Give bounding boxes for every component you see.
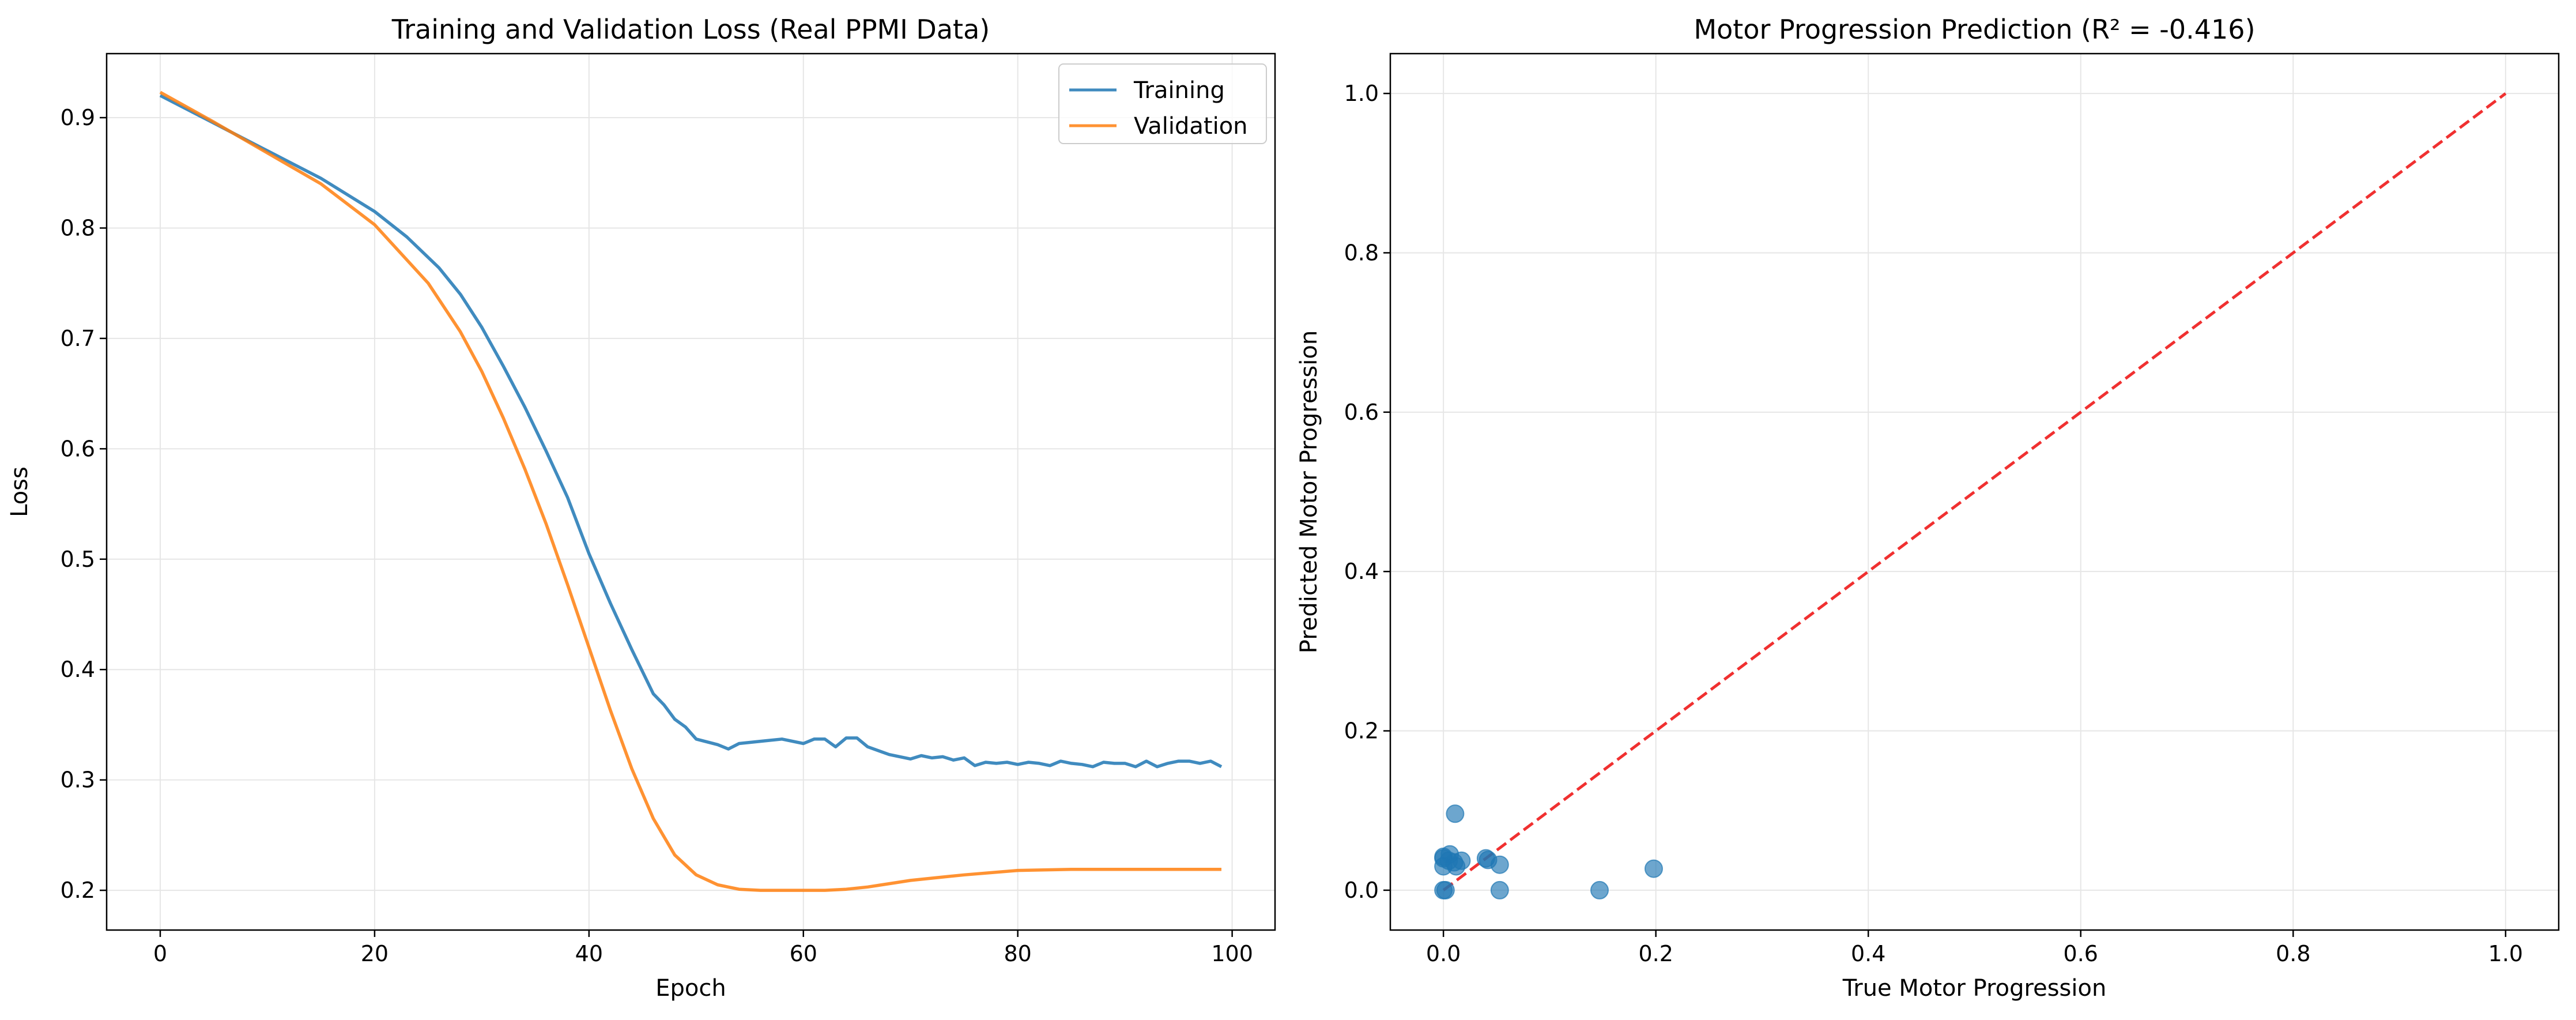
loss-series-lines: [159, 91, 1223, 892]
scatter-axis-ticks: 0.0 0.2 0.4 0.6 0.8 1.0 0.0 0.2 0.4 0.6 0.8 1.0: [1344, 81, 2524, 966]
scatter-points: [1434, 804, 1663, 899]
loss-chart: 0 20 40 60 80 100 0.2 0.3 0.4 0.5 0.6 0.7 0.8 0.9 Tra…: [6, 14, 1276, 1002]
scatter-point: [1436, 880, 1455, 899]
loss-y-tick-label: 0.5: [61, 547, 95, 572]
scatter-y-tick-label: 0.4: [1344, 559, 1379, 584]
scatter-gridlines: [1390, 54, 2559, 930]
scatter-chart: 0.0 0.2 0.4 0.6 0.8 1.0 0.0 0.2 0.4 0.6 0.8 1.0 Mot…: [1296, 14, 2560, 1002]
loss-plot-frame: [105, 52, 1276, 931]
loss-y-tick-label: 0.9: [61, 105, 95, 130]
scatter-point: [1644, 859, 1663, 878]
loss-axis-ticks: 0 20 40 60 80 100 0.2 0.3 0.4 0.5 0.6 0.7 0.8 0.9: [61, 105, 1253, 966]
scatter-y-tick-label: 1.0: [1344, 81, 1379, 106]
loss-y-axis-label: Loss: [6, 466, 33, 517]
scatter-point: [1490, 855, 1509, 874]
scatter-y-tick-label: 0.6: [1344, 400, 1379, 425]
reference-line: [1442, 92, 2507, 891]
scatter-y-tick-label: 0.8: [1344, 240, 1379, 265]
loss-chart-title: Training and Validation Loss (Real PPMI …: [391, 14, 990, 45]
legend-box: [1058, 63, 1267, 144]
scatter-point: [1452, 851, 1471, 870]
scatter-point: [1490, 880, 1509, 899]
scatter-x-tick-label: 0.4: [1851, 941, 1885, 966]
loss-x-axis-label: Epoch: [655, 975, 726, 1002]
scatter-plot-frame: [1389, 52, 2560, 931]
scatter-y-tick-label: 0.0: [1344, 878, 1379, 903]
series-line-validation: [159, 91, 1221, 892]
scatter-x-axis-label: True Motor Progression: [1842, 975, 2107, 1002]
loss-x-tick-label: 60: [790, 941, 817, 966]
scatter-x-tick-label: 0.2: [1638, 941, 1673, 966]
loss-x-tick-label: 100: [1211, 941, 1253, 966]
loss-x-tick-label: 80: [1004, 941, 1032, 966]
scatter-point: [1446, 804, 1465, 823]
scatter-x-tick-label: 0.6: [2064, 941, 2098, 966]
loss-x-tick-label: 40: [575, 941, 603, 966]
scatter-x-tick-label: 0.8: [2276, 941, 2310, 966]
loss-legend: Training Validation: [1058, 63, 1267, 144]
series-line-training: [159, 94, 1223, 769]
loss-x-tick-label: 20: [361, 941, 389, 966]
loss-y-tick-label: 0.2: [61, 878, 95, 903]
loss-y-tick-label: 0.7: [61, 326, 95, 351]
scatter-x-tick-label: 0.0: [1426, 941, 1461, 966]
scatter-y-tick-label: 0.2: [1344, 718, 1379, 744]
loss-y-tick-label: 0.8: [61, 215, 95, 240]
legend-label-training: Training: [1133, 77, 1225, 104]
loss-y-tick-label: 0.3: [61, 767, 95, 793]
legend-label-validation: Validation: [1134, 113, 1248, 140]
scatter-chart-title: Motor Progression Prediction (R² = -0.41…: [1694, 14, 2255, 45]
scatter-x-tick-label: 1.0: [2488, 941, 2523, 966]
loss-y-tick-label: 0.6: [61, 436, 95, 461]
scatter-y-axis-label: Predicted Motor Progression: [1296, 330, 1322, 653]
scatter-reference-line: [1442, 92, 2507, 891]
loss-x-tick-label: 0: [153, 941, 167, 966]
loss-y-tick-label: 0.4: [61, 657, 95, 682]
scatter-point: [1590, 880, 1609, 899]
